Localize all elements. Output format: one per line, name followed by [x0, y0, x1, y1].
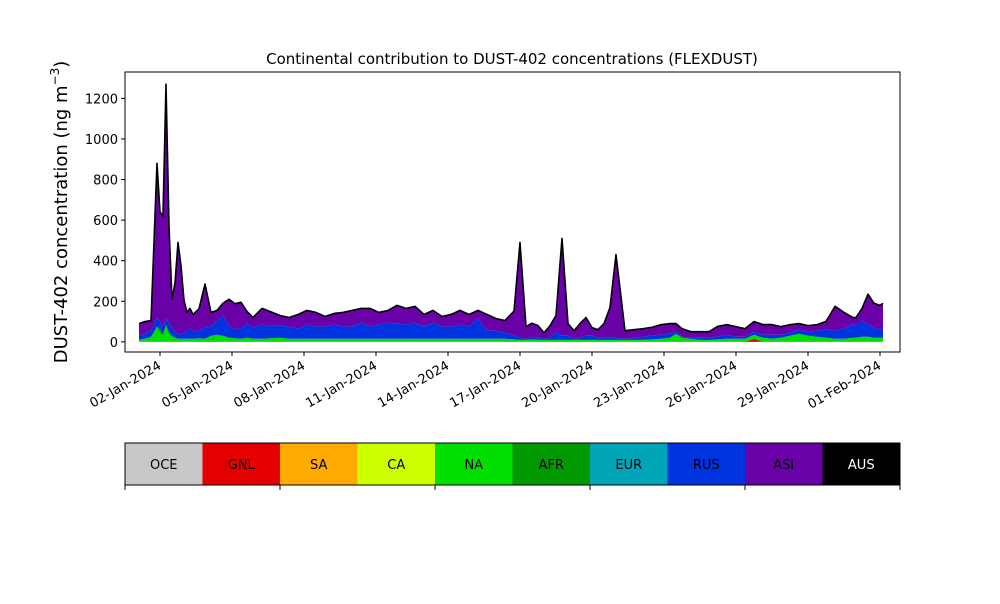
y-tick-label: 200 [93, 295, 118, 310]
x-tick-label: 20-Jan-2024 [519, 358, 596, 411]
y-axis-label-superscript: −3 [48, 68, 62, 86]
x-tick-label: 17-Jan-2024 [447, 358, 524, 411]
legend-swatch-gnl [202, 443, 280, 485]
legend-frame [124, 442, 901, 486]
legend-label-oce: OCE [150, 458, 178, 473]
x-tick-label: 29-Jan-2024 [735, 358, 812, 411]
y-axis-label-close: ) [51, 61, 72, 68]
y-tick-label: 0 [110, 336, 118, 351]
legend-label-afr: AFR [539, 458, 564, 473]
y-tick-label: 600 [93, 214, 118, 229]
svg-text:DUST-402 concentration (ng m−3: DUST-402 concentration (ng m−3) [48, 61, 72, 364]
legend: OCE GNL SA CA NA AFR EUR RUS ASI AUS [124, 442, 901, 490]
x-tick-label: 23-Jan-2024 [591, 358, 668, 411]
legend-swatch-ca [357, 443, 435, 485]
x-tick-label: 02-Jan-2024 [87, 358, 164, 411]
x-tick-label: 05-Jan-2024 [159, 358, 236, 411]
axes: 0 200 400 600 800 1000 1200 02-Jan-202405-Jan-2… [85, 71, 901, 412]
y-axis-label: DUST-402 concentration (ng m−3) [48, 61, 72, 364]
legend-swatch-afr [512, 443, 590, 485]
area-series-asi [139, 84, 883, 339]
legend-swatch-sa [280, 443, 358, 485]
total-concentration-line [138, 83, 884, 334]
y-axis-label-text: DUST-402 concentration (ng m [51, 85, 72, 363]
y-tick-label: 400 [93, 255, 118, 270]
y-tick-label: 800 [93, 174, 118, 189]
chart-title: Continental contribution to DUST-402 con… [266, 50, 758, 68]
legend-swatch-asi [745, 443, 823, 485]
x-tick-label: 01-Feb-2024 [805, 358, 884, 412]
area-series-na [139, 326, 883, 342]
legend-label-aus: AUS [848, 458, 875, 473]
legend-swatch-eur [590, 443, 668, 485]
legend-label-rus: RUS [693, 458, 720, 473]
x-tick-label: 11-Jan-2024 [303, 358, 380, 411]
legend-label-ca: CA [387, 458, 405, 473]
plot-frame [124, 71, 901, 353]
x-tick-label: 26-Jan-2024 [663, 358, 740, 411]
legend-label-gnl: GNL [228, 458, 256, 473]
legend-label-sa: SA [310, 458, 327, 473]
legend-swatch-oce [125, 443, 203, 485]
x-tick-label: 14-Jan-2024 [375, 358, 452, 411]
legend-label-na: NA [464, 458, 483, 473]
y-tick-label: 1200 [85, 92, 118, 107]
legend-swatch-aus [822, 443, 900, 485]
legend-label-eur: EUR [615, 458, 642, 473]
x-tick-label: 08-Jan-2024 [231, 358, 308, 411]
plot-area [138, 83, 884, 342]
y-tick-label: 1000 [85, 133, 118, 148]
area-series-rus [139, 315, 883, 340]
legend-label-asi: ASI [773, 458, 794, 473]
legend-swatch-na [435, 443, 513, 485]
legend-swatch-rus [667, 443, 745, 485]
